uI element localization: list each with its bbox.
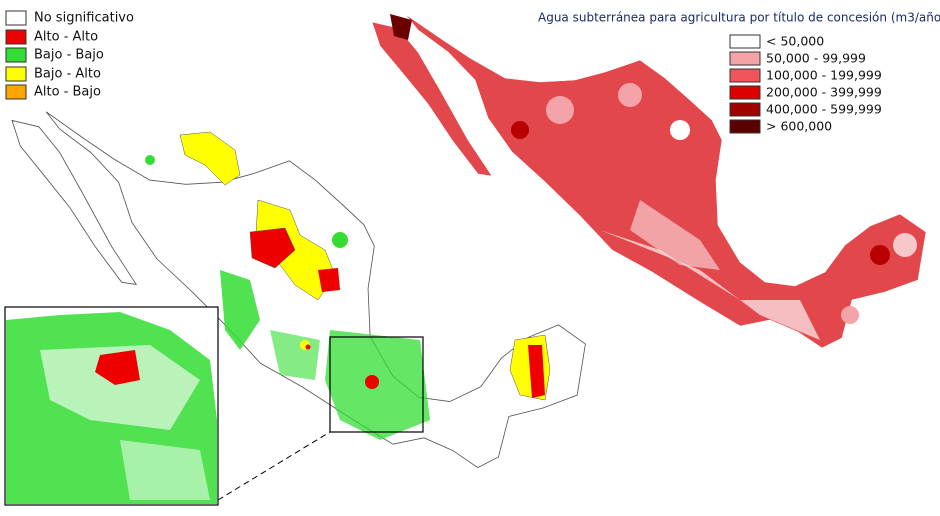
legend-swatch bbox=[5, 29, 27, 45]
inset-connector bbox=[217, 431, 331, 501]
legend-label: 50,000 - 99,999 bbox=[766, 51, 866, 66]
inset-source-box bbox=[329, 336, 424, 433]
legend-swatch bbox=[729, 102, 761, 117]
legend-swatch bbox=[5, 47, 27, 63]
legend-label: > 600,000 bbox=[766, 119, 832, 134]
inset-map bbox=[4, 306, 219, 506]
legend-label: Bajo - Bajo bbox=[34, 48, 104, 63]
legend-swatch bbox=[729, 68, 761, 83]
right-legend: Agua subterránea para agricultura por tí… bbox=[538, 11, 940, 134]
legend-swatch bbox=[5, 66, 27, 82]
legend-label: Alto - Alto bbox=[34, 30, 98, 45]
right-map-patches bbox=[390, 14, 917, 340]
left-map-clusters bbox=[145, 131, 551, 440]
legend-label: 400,000 - 599,999 bbox=[766, 102, 882, 117]
legend-title: Agua subterránea para agricultura por tí… bbox=[538, 11, 940, 25]
legend-swatch bbox=[729, 51, 761, 66]
legend-label: 200,000 - 399,999 bbox=[766, 85, 882, 100]
legend-label: 100,000 - 199,999 bbox=[766, 68, 882, 83]
legend-swatch bbox=[729, 85, 761, 100]
left-legend: No significativo Alto - Alto Bajo - Bajo… bbox=[5, 10, 134, 100]
legend-swatch bbox=[5, 10, 27, 26]
legend-label: Alto - Bajo bbox=[34, 85, 101, 100]
legend-label: Bajo - Alto bbox=[34, 67, 101, 82]
legend-swatch bbox=[729, 34, 761, 49]
legend-swatch bbox=[729, 119, 761, 134]
legend-swatch bbox=[5, 84, 27, 100]
legend-label: No significativo bbox=[34, 11, 134, 26]
legend-label: < 50,000 bbox=[766, 34, 824, 49]
